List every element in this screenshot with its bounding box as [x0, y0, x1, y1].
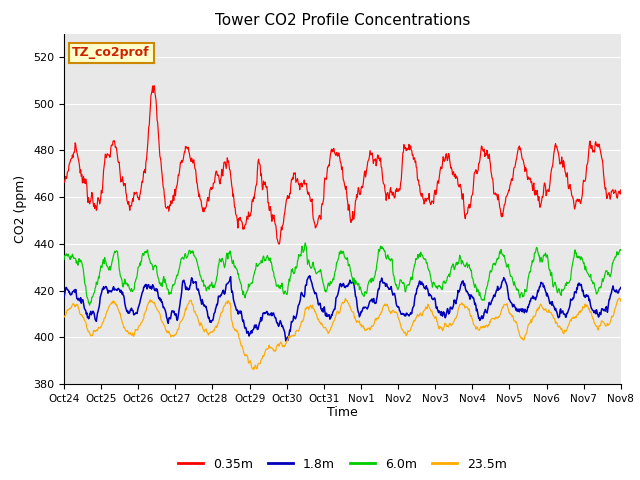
Text: TZ_co2prof: TZ_co2prof — [72, 47, 150, 60]
Legend: 0.35m, 1.8m, 6.0m, 23.5m: 0.35m, 1.8m, 6.0m, 23.5m — [173, 453, 512, 476]
Y-axis label: CO2 (ppm): CO2 (ppm) — [15, 175, 28, 243]
X-axis label: Time: Time — [327, 407, 358, 420]
Title: Tower CO2 Profile Concentrations: Tower CO2 Profile Concentrations — [214, 13, 470, 28]
